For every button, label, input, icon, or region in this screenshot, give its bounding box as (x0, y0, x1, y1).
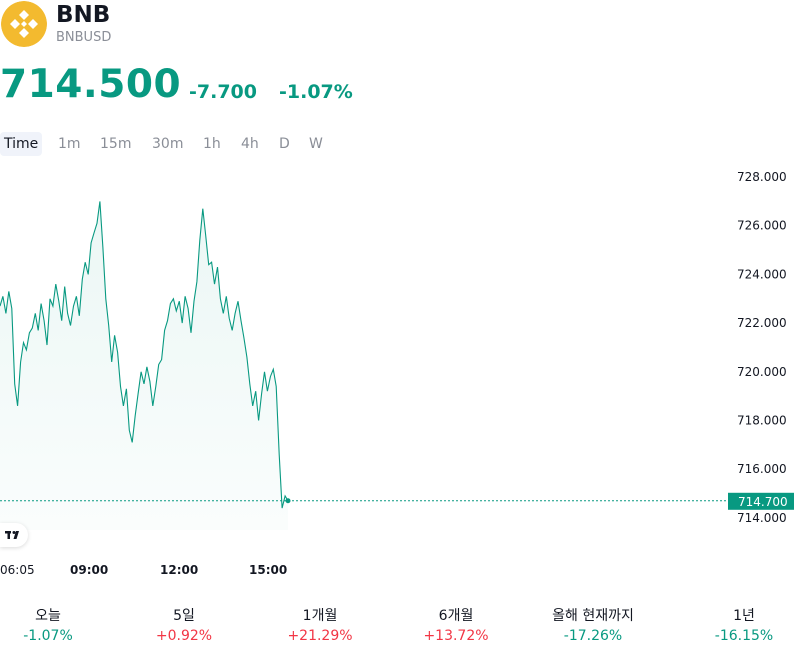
y-tick-label: 716.000 (737, 462, 787, 476)
period-label: 1년 (733, 608, 755, 624)
period-5d[interactable]: 5일 +0.92% (119, 606, 249, 646)
y-tick-label: 720.000 (737, 365, 787, 379)
period-label: 5일 (173, 608, 195, 624)
period-label: 1개월 (302, 608, 338, 624)
y-tick-label: 718.000 (737, 413, 787, 427)
x-tick-label: 06:05 (0, 563, 35, 577)
bnb-logo-icon (1, 1, 47, 47)
last-price-badge-label: 714.700 (738, 495, 788, 509)
symbol-header: BNB BNBUSD (0, 0, 400, 50)
period-label: 6개월 (438, 608, 474, 624)
y-tick-label: 724.000 (737, 267, 787, 281)
tab-15m[interactable]: 15m (100, 136, 132, 152)
period-value: -1.07% (23, 628, 73, 644)
period-1y[interactable]: 1년 -16.15% (679, 606, 800, 646)
period-6m[interactable]: 6개월 +13.72% (391, 606, 521, 646)
period-value: +13.72% (423, 628, 489, 644)
period-label: 오늘 (35, 608, 61, 624)
symbol-name: BNB (56, 2, 111, 28)
period-today[interactable]: 오늘 -1.07% (0, 606, 113, 646)
x-tick-label: 12:00 (160, 563, 198, 577)
y-tick-label: 726.000 (737, 219, 787, 233)
x-tick-label: 15:00 (249, 563, 287, 577)
performance-periods: 오늘 -1.07% 5일 +0.92% 1개월 +21.29% 6개월 +13.… (0, 606, 800, 656)
price-area (0, 201, 288, 530)
last-price-dot (285, 498, 291, 504)
tab-time[interactable]: Time (0, 132, 43, 156)
x-tick-label: 09:00 (70, 563, 108, 577)
last-price: 714.500 (0, 62, 182, 107)
y-tick-label: 722.000 (737, 316, 787, 330)
quote-row: 714.500 -7.700 -1.07% (0, 62, 500, 112)
tab-30m[interactable]: 30m (152, 136, 184, 152)
period-value: +21.29% (287, 628, 353, 644)
tab-w[interactable]: W (309, 136, 323, 152)
last-price-badge (728, 492, 794, 510)
period-value: +0.92% (155, 628, 213, 644)
period-ytd[interactable]: 올해 현재까지 -17.26% (528, 606, 658, 646)
period-label: 올해 현재까지 (552, 608, 634, 624)
tab-4h[interactable]: 4h (241, 136, 259, 152)
tab-1h[interactable]: 1h (203, 136, 221, 152)
tab-d[interactable]: D (279, 136, 290, 152)
tradingview-logo[interactable] (0, 523, 28, 547)
y-tick-label: 728.000 (737, 170, 787, 184)
price-line (0, 201, 289, 509)
period-value: -17.26% (563, 628, 623, 644)
chart-canvas[interactable]: 728.000 726.000 724.000 722.000 720.000 718.0… (0, 160, 800, 590)
tab-1m[interactable]: 1m (58, 136, 81, 152)
period-value: -16.15% (714, 628, 774, 644)
tradingview-logo-icon (5, 531, 19, 539)
period-1m[interactable]: 1개월 +21.29% (255, 606, 385, 646)
price-change-percent: -1.07% (279, 81, 353, 103)
price-chart[interactable]: 728.000 726.000 724.000 722.000 720.000 718.0… (0, 160, 800, 590)
price-change: -7.700 (189, 81, 257, 103)
symbol-pair: BNBUSD (56, 30, 112, 45)
y-tick-label: 714.000 (737, 511, 787, 525)
